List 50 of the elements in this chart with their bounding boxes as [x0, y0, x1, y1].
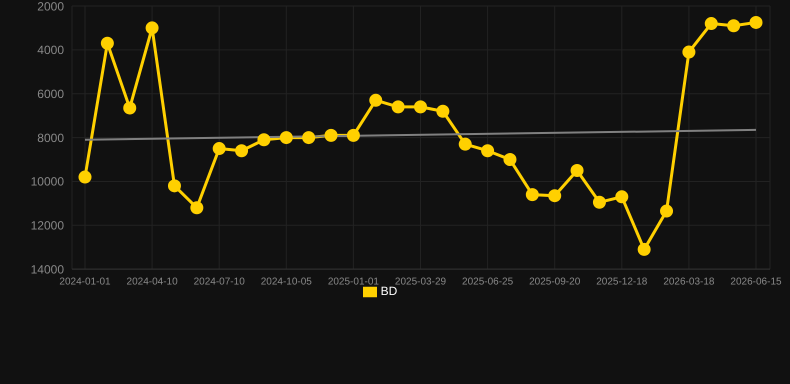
point [638, 242, 651, 256]
point [526, 188, 539, 202]
y-tick-label: 4000 [37, 43, 64, 58]
x-tick-label: 2025-12-18 [596, 276, 648, 288]
x-tick-label: 2025-06-25 [462, 276, 514, 288]
y-tick-label: 2000 [37, 0, 64, 14]
point [235, 144, 248, 158]
point [414, 100, 427, 114]
point [168, 179, 181, 192]
point [481, 144, 494, 158]
point [123, 101, 136, 114]
x-tick-label: 2024-10-05 [260, 276, 312, 288]
y-tick-label: 10000 [30, 174, 64, 189]
x-tick-label: 2024-01-01 [59, 276, 112, 288]
point [324, 128, 338, 142]
point [660, 204, 674, 218]
point [146, 21, 159, 34]
point [436, 104, 450, 118]
point [682, 46, 696, 59]
x-tick-label: 2026-06-15 [730, 276, 782, 288]
point [78, 170, 92, 184]
x-tick-label: 2025-01-01 [328, 276, 380, 288]
point [503, 153, 516, 166]
y-tick-label: 14000 [30, 262, 64, 276]
x-tick-label: 2024-04-10 [126, 276, 178, 288]
x-tick-label: 2024-07-10 [194, 276, 246, 288]
y-tick-label: 8000 [37, 130, 64, 145]
point [212, 142, 226, 156]
point [615, 190, 628, 204]
legend-label: BD [380, 284, 398, 298]
point [257, 133, 270, 146]
point [369, 94, 382, 107]
point [727, 19, 740, 32]
point [100, 36, 114, 50]
y-tick-label: 12000 [30, 218, 64, 233]
point [302, 131, 316, 144]
point [346, 128, 360, 142]
x-tick-label: 2025-09-20 [529, 276, 581, 288]
point [392, 100, 405, 114]
point [750, 16, 762, 29]
x-tick-label: 2025-03-29 [394, 276, 447, 288]
point [190, 201, 204, 214]
point [458, 138, 472, 151]
y-tick-label: 6000 [37, 86, 64, 101]
point [280, 131, 293, 144]
point [570, 164, 584, 177]
point [548, 189, 562, 202]
point [592, 196, 606, 209]
point [704, 17, 718, 30]
x-tick-label: 2026-03-18 [663, 276, 715, 288]
